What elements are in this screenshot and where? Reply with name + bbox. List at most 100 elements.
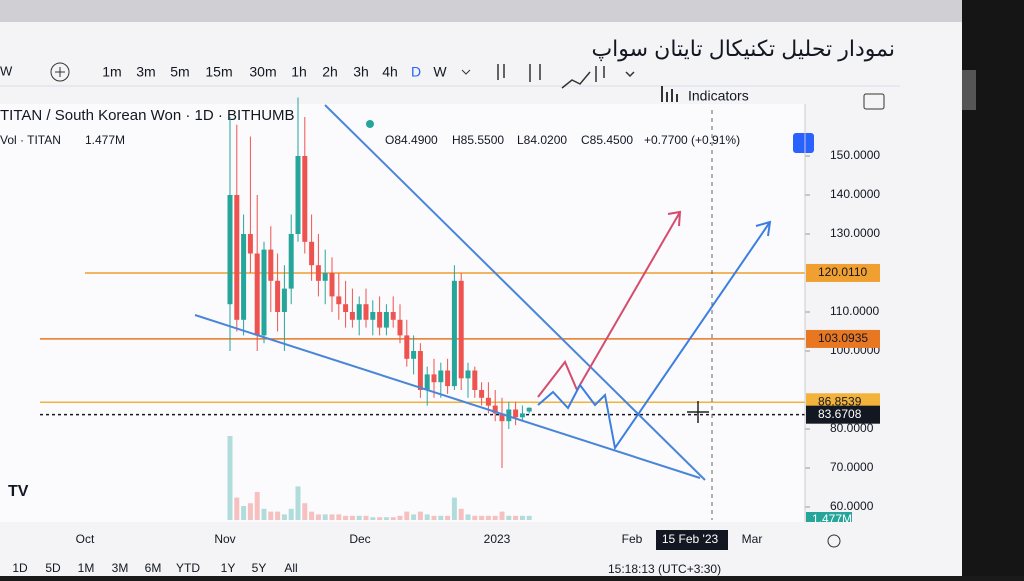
candle-body [268, 249, 274, 281]
volume-label: Vol · TITAN [0, 133, 61, 147]
range-button[interactable]: 3M [112, 561, 129, 575]
volume-bar [254, 492, 260, 520]
interval[interactable]: 3m [136, 64, 155, 80]
candle-body [404, 335, 410, 359]
x-tick-label: Dec [349, 532, 370, 546]
candle-body [526, 407, 532, 412]
interval[interactable]: 30m [249, 64, 276, 80]
interval[interactable]: 15m [205, 64, 232, 80]
range-button[interactable]: 6M [145, 561, 162, 575]
candle-body [370, 312, 376, 320]
interval[interactable]: 2h [322, 64, 338, 80]
candle-body [281, 288, 287, 312]
indicators-button[interactable]: Indicators [688, 88, 749, 104]
volume-bar [411, 514, 417, 520]
volume-bar [431, 515, 437, 520]
volume-bar [370, 517, 376, 520]
volume-bar [506, 515, 512, 520]
top-bar [0, 0, 962, 22]
candle-body [356, 304, 362, 320]
date-tag [656, 530, 728, 550]
interval[interactable]: 3h [353, 64, 369, 80]
candle-body [343, 304, 349, 312]
candle-body [417, 351, 423, 390]
candle-body [513, 409, 519, 418]
add-symbol[interactable] [50, 62, 70, 82]
range-button[interactable]: 1D [12, 561, 28, 575]
chart-style-icons[interactable] [497, 64, 635, 89]
candle-body [390, 312, 396, 320]
range-button[interactable]: 5D [45, 561, 61, 575]
candle-body [275, 280, 281, 312]
volume-bar [281, 514, 287, 520]
candle-body [349, 312, 355, 320]
candle-body [288, 234, 294, 289]
candle-body [424, 374, 430, 390]
range-button[interactable]: YTD [176, 561, 200, 575]
price-tag-label: 83.6708 [818, 407, 862, 421]
volume-bar [356, 515, 362, 520]
y-tick-label: 110.0000 [830, 304, 879, 318]
volume-bar [234, 497, 240, 520]
support-line [194, 314, 701, 479]
interval[interactable]: 5m [170, 64, 189, 80]
candle-body [227, 195, 233, 305]
settings[interactable] [827, 534, 841, 548]
volume-bar [295, 486, 301, 520]
volume-bar [268, 511, 274, 520]
volume-bar [485, 515, 491, 520]
interval[interactable]: D [411, 64, 421, 80]
plot: 150.0000140.0000130.0000110.0000100.0000… [40, 97, 880, 528]
red-arrow [537, 210, 682, 398]
x-tick-label: 2023 [484, 532, 511, 546]
candle-body [302, 156, 308, 242]
volume-bar [383, 517, 389, 520]
sync-button[interactable] [793, 133, 814, 153]
candle-body [479, 390, 485, 398]
volume-bar [227, 436, 233, 520]
interval[interactable]: 1h [291, 64, 307, 80]
candle-body [499, 413, 505, 422]
scrollbar [962, 70, 976, 110]
candle-body [438, 370, 444, 383]
volume-bar [390, 517, 396, 520]
candle-body [329, 273, 335, 297]
range-button[interactable]: 5Y [252, 561, 267, 575]
candle-body [309, 241, 315, 266]
toolbar-label: W [0, 63, 13, 78]
volume-value: 1.477M [85, 133, 125, 147]
volume-bar [261, 508, 267, 520]
crosshair [687, 401, 709, 423]
candle-body [458, 280, 464, 379]
blue-arrow [537, 220, 772, 451]
volume-bar [472, 515, 478, 520]
y-tick-label: 60.0000 [830, 499, 874, 513]
x-tick-label: Oct [76, 532, 95, 546]
range-button[interactable]: 1Y [221, 561, 236, 575]
volume-bar [519, 515, 525, 520]
ohlc-value: +0.7700 (+0.91%) [644, 133, 740, 147]
range-button[interactable]: All [284, 561, 297, 575]
logo: TV [8, 483, 29, 500]
ohlc-value: C85.4500 [581, 133, 633, 147]
interval[interactable]: W [433, 64, 447, 80]
candle-body [383, 312, 389, 328]
range-buttons: 1D 5D 1M 3M 6M YTD 1Y 5Y All [12, 561, 297, 575]
screenshot-button[interactable] [863, 93, 885, 110]
candle-body [315, 265, 321, 281]
interval[interactable]: 4h [382, 64, 398, 80]
ohlc-value: L84.0200 [517, 133, 567, 147]
dropdown[interactable] [461, 69, 471, 75]
volume-bar [397, 515, 403, 520]
y-tick-label: 80.0000 [830, 421, 874, 435]
range-button[interactable]: 1M [78, 561, 95, 575]
candle-body [451, 280, 457, 387]
plot-area [0, 104, 805, 522]
interval[interactable]: 1m [102, 64, 121, 80]
candle-body [295, 156, 301, 234]
candle-body [241, 234, 247, 320]
candle-body [519, 413, 525, 418]
volume-bar [479, 515, 485, 520]
